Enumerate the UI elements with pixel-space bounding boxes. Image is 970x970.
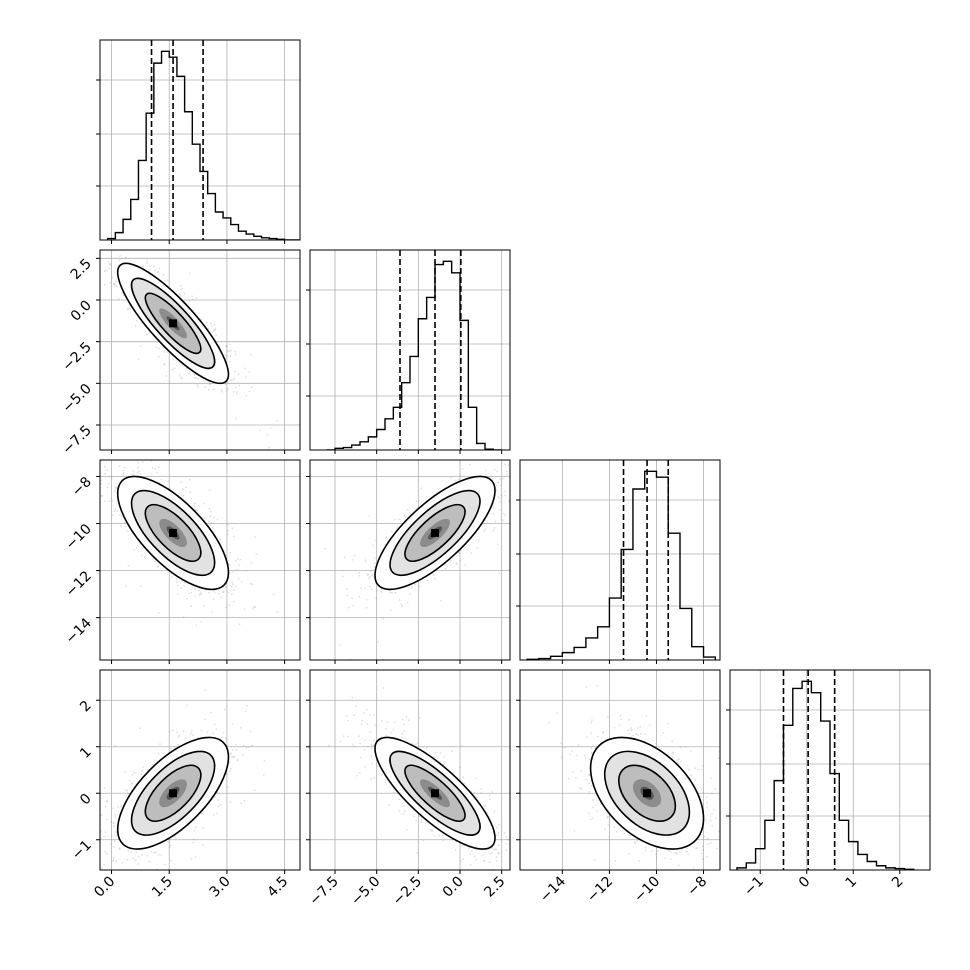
scatter-panel-1-2 xyxy=(309,459,511,661)
axes-frame xyxy=(309,249,511,451)
x-tick-label: 3.0 xyxy=(207,874,234,901)
axes-frame xyxy=(519,669,721,871)
histogram-step xyxy=(326,260,502,450)
y-tick-label: −12 xyxy=(63,568,95,600)
y-tick-label: 2 xyxy=(77,698,95,716)
y-tick-label: −2.5 xyxy=(59,339,94,374)
scatter-panel-0-2 xyxy=(99,459,301,661)
y-tick-label: −8 xyxy=(69,474,95,500)
x-tick-label: 1.5 xyxy=(149,874,176,901)
scatter-panel-0-1 xyxy=(99,249,301,451)
y-tick-label: −10 xyxy=(63,521,95,553)
x-tick-label: −5.0 xyxy=(348,874,383,909)
histogram-step xyxy=(106,50,300,240)
axes-frame xyxy=(309,459,511,661)
panel-content xyxy=(324,463,510,660)
density-peak xyxy=(169,528,178,537)
x-tick-label: −14 xyxy=(537,873,569,905)
x-tick-label: 4.5 xyxy=(264,874,291,901)
x-tick-label: −12 xyxy=(584,874,616,906)
axes-frame xyxy=(99,39,301,241)
y-tick-label: 0.0 xyxy=(68,298,95,325)
x-tick-label: −10 xyxy=(631,874,663,906)
y-tick-label: 2.5 xyxy=(68,256,95,283)
y-tick-label: 0 xyxy=(77,791,95,809)
x-tick-label: 0.0 xyxy=(91,874,118,901)
x-tick-label: −7.5 xyxy=(306,874,341,909)
x-tick-label: 2.5 xyxy=(481,874,508,901)
x-tick-label: −2.5 xyxy=(390,874,425,909)
panel-content xyxy=(328,687,510,870)
axes-frame xyxy=(99,249,301,451)
y-tick-label: −1 xyxy=(69,837,95,863)
hist-panel-2 xyxy=(516,459,721,661)
x-tick-label: 0.0 xyxy=(440,874,467,901)
y-tick-label: −14 xyxy=(63,615,95,647)
x-tick-label: 0 xyxy=(796,874,814,892)
density-peak xyxy=(431,789,439,798)
panel-content xyxy=(100,689,266,870)
hist-panel-3 xyxy=(726,669,931,871)
x-tick-label: 1 xyxy=(842,874,860,892)
panel-content xyxy=(100,460,279,627)
histogram-step xyxy=(736,680,915,870)
scatter-panel-0-3 xyxy=(99,669,301,871)
hist-panel-0 xyxy=(96,39,301,241)
scatter-panel-1-3 xyxy=(309,669,511,871)
y-tick-label: −5.0 xyxy=(59,381,94,416)
x-tick-label: −8 xyxy=(684,874,710,900)
density-peak xyxy=(643,789,652,798)
axes-frame xyxy=(99,669,301,871)
axes-frame xyxy=(519,459,721,661)
panel-content xyxy=(548,685,720,870)
scatter-panel-2-3 xyxy=(519,669,721,871)
hist-panel-1 xyxy=(306,249,511,451)
density-peak xyxy=(431,528,439,537)
histogram-step xyxy=(526,470,716,660)
y-tick-label: −7.5 xyxy=(59,423,94,458)
x-tick-label: 2 xyxy=(889,874,907,892)
panel-content xyxy=(103,255,278,449)
axes-frame xyxy=(309,669,511,871)
density-peak xyxy=(169,789,178,798)
axes-frame xyxy=(729,669,931,871)
density-peak xyxy=(169,319,178,328)
y-tick-label: 1 xyxy=(77,744,95,762)
x-tick-label: −1 xyxy=(741,874,767,900)
axes-frame xyxy=(99,459,301,661)
